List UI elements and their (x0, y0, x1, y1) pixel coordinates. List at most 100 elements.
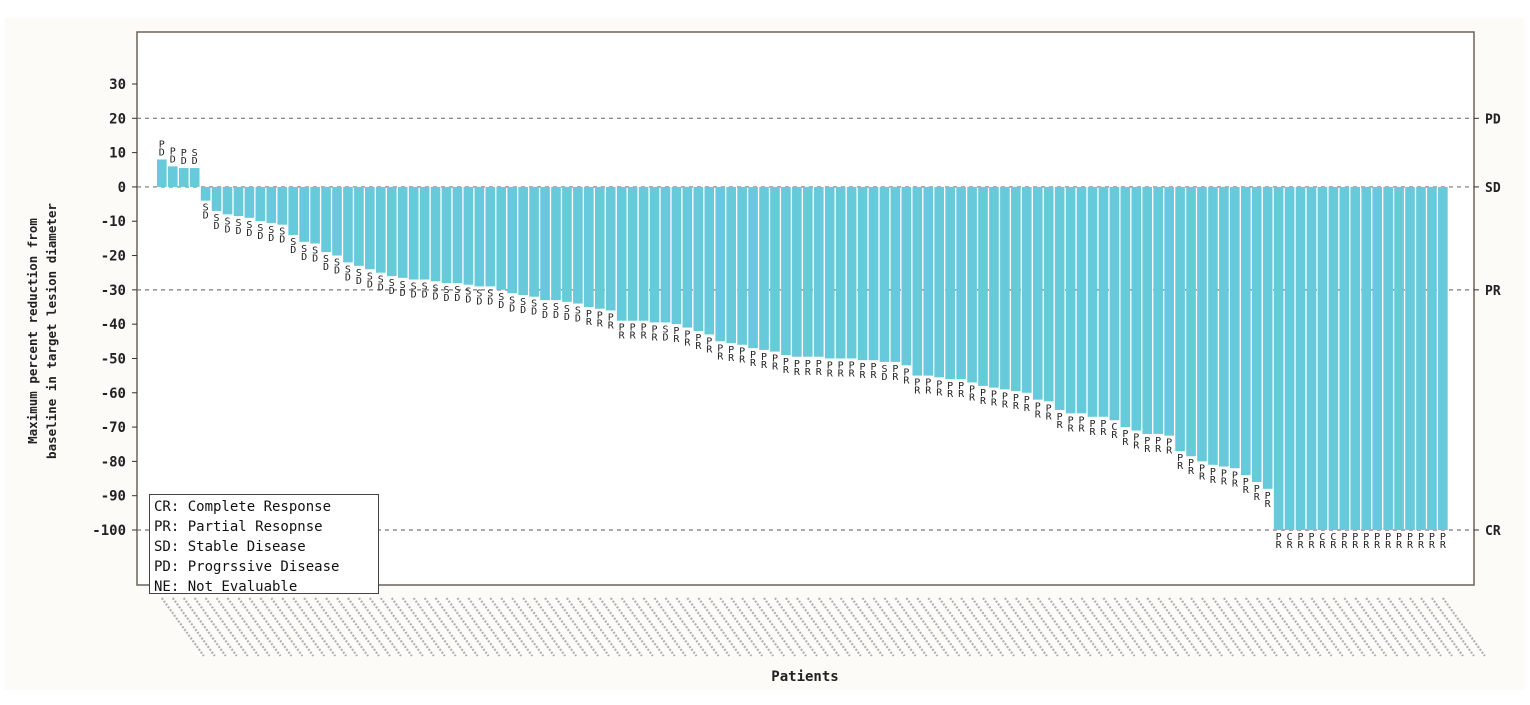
x-tick-mark (1212, 597, 1256, 657)
bar (277, 186, 288, 225)
x-tick-mark (358, 597, 402, 657)
x-tick-mark (1441, 597, 1486, 657)
x-tick-mark (839, 597, 884, 657)
bar (430, 186, 441, 282)
bar (1339, 186, 1350, 531)
bar (332, 186, 342, 256)
bar (1109, 186, 1120, 421)
bar (671, 186, 682, 325)
x-tick-mark (292, 597, 337, 657)
y-tick-label: -20 (101, 249, 126, 265)
x-tick-mark (631, 597, 676, 657)
bar (1087, 186, 1098, 417)
bar (846, 186, 857, 359)
bar (288, 186, 299, 235)
bar (857, 186, 868, 361)
bar (167, 166, 178, 187)
bar (441, 186, 452, 283)
x-tick-mark (1354, 597, 1399, 657)
y-tick-label: 10 (109, 146, 126, 162)
bar (715, 186, 726, 342)
bar (200, 186, 211, 201)
x-tick-mark (1277, 597, 1322, 657)
x-tick-mark (412, 597, 457, 657)
bar (157, 159, 167, 187)
x-tick-mark (642, 597, 687, 657)
bar (233, 186, 244, 217)
bar (189, 168, 200, 187)
x-tick-mark (325, 597, 369, 657)
x-tick-mark (861, 597, 906, 657)
x-tick-mark (1058, 597, 1103, 657)
x-tick-mark (1398, 597, 1442, 657)
x-tick-mark (1387, 597, 1432, 657)
x-tick-mark (1190, 597, 1234, 657)
bar (912, 186, 923, 376)
bar (748, 186, 758, 349)
bar (704, 186, 715, 335)
x-tick-mark (390, 597, 435, 657)
reference-label-pd: PD (1485, 112, 1501, 127)
bar (1197, 186, 1207, 462)
x-tick-mark (1004, 597, 1048, 657)
bar (1065, 186, 1076, 414)
bar (584, 186, 594, 307)
bar (1032, 186, 1043, 400)
y-tick-label: -90 (101, 489, 126, 505)
bar (1427, 186, 1437, 531)
x-tick-mark (248, 597, 293, 657)
bar (1405, 186, 1415, 531)
bar (1295, 186, 1306, 531)
bar (463, 186, 474, 285)
x-tick-mark (828, 597, 873, 657)
x-tick-mark (379, 597, 424, 657)
bar (1438, 186, 1448, 531)
x-tick-mark (653, 597, 698, 657)
y-tick-label: 20 (109, 111, 126, 127)
x-tick-mark (763, 597, 807, 657)
bar (967, 186, 977, 383)
chart-legend: CR: Complete Response PR: Partial Resopn… (149, 494, 379, 595)
bar (901, 186, 912, 366)
x-tick-mark (1091, 597, 1136, 657)
bar (956, 186, 966, 380)
bar (386, 186, 397, 277)
